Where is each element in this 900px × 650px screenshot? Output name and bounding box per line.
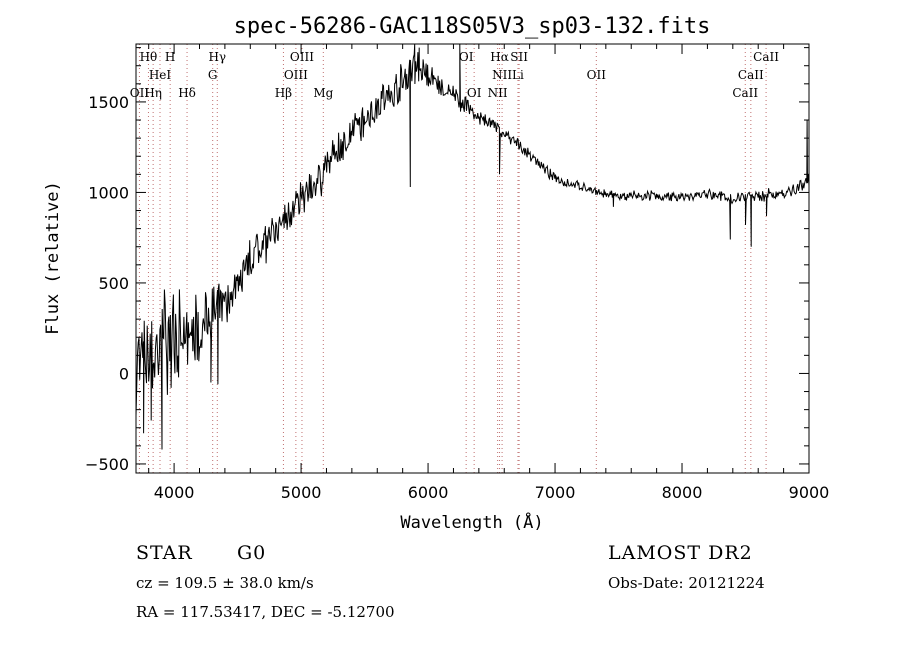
line-label: CaII bbox=[732, 86, 758, 100]
x-tick-label: 4000 bbox=[154, 483, 195, 502]
line-label: Hθ bbox=[140, 50, 158, 64]
line-label: Hη bbox=[144, 86, 162, 100]
line-label: Hγ bbox=[208, 50, 226, 64]
redshift-cz: cz = 109.5 ± 38.0 km/s bbox=[136, 574, 314, 592]
y-axis-label: Flux (relative) bbox=[43, 181, 63, 335]
line-label: OIII bbox=[284, 68, 308, 82]
axis-tick-labels: 4000 5000 6000 7000 8000 9000 −500 0 500 1000 1500 bbox=[85, 93, 829, 502]
object-subclass: G0 bbox=[237, 542, 267, 564]
plot-frame bbox=[135, 43, 810, 474]
line-labels: OII Hθ Hη HeI H Hδ Hγ G Hβ OIII OIII Mg OI OI NII Hα NII… bbox=[130, 50, 779, 100]
line-label: H bbox=[165, 50, 175, 64]
y-tick-label: 0 bbox=[119, 364, 129, 383]
observation-date: Obs-Date: 20121224 bbox=[608, 574, 765, 592]
chart-title: spec-56286-GAC118S05V3_sp03-132.fits bbox=[234, 14, 711, 39]
x-tick-label: 9000 bbox=[789, 483, 830, 502]
coordinates: RA = 117.53417, DEC = -5.12700 bbox=[136, 603, 395, 621]
y-tick-label: 500 bbox=[98, 274, 129, 293]
y-tick-label: −500 bbox=[85, 455, 129, 474]
y-tick-label: 1500 bbox=[88, 93, 129, 112]
line-label: HeI bbox=[149, 68, 172, 82]
object-class: STAR bbox=[136, 542, 193, 564]
x-tick-label: 6000 bbox=[408, 483, 449, 502]
line-label: CaII bbox=[738, 68, 764, 82]
line-label: OII bbox=[130, 86, 150, 100]
line-label: OII bbox=[587, 68, 607, 82]
survey-name: LAMOST DR2 bbox=[608, 542, 753, 564]
line-label: CaII bbox=[753, 50, 779, 64]
line-label: OIII bbox=[290, 50, 314, 64]
x-tick-label: 7000 bbox=[535, 483, 576, 502]
spectrum-series bbox=[135, 43, 810, 450]
line-label: OI bbox=[459, 50, 474, 64]
line-label: Hδ bbox=[178, 86, 196, 100]
line-label: Li bbox=[512, 68, 524, 82]
spectrum-line bbox=[135, 43, 810, 450]
line-label: OI bbox=[467, 86, 482, 100]
line-label: NII bbox=[492, 68, 512, 82]
line-markers bbox=[138, 44, 767, 473]
line-label: Mg bbox=[313, 86, 333, 100]
axis-ticks bbox=[136, 44, 809, 473]
line-label: Hα bbox=[490, 50, 509, 64]
line-label: NII bbox=[488, 86, 508, 100]
line-label: Hβ bbox=[275, 86, 292, 100]
y-tick-label: 1000 bbox=[88, 183, 129, 202]
line-label: G bbox=[208, 68, 218, 82]
x-axis-label: Wavelength (Å) bbox=[400, 511, 543, 533]
x-tick-label: 8000 bbox=[662, 483, 703, 502]
x-tick-label: 5000 bbox=[281, 483, 322, 502]
line-label: SII bbox=[510, 50, 528, 64]
